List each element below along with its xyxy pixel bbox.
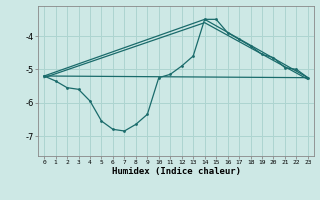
X-axis label: Humidex (Indice chaleur): Humidex (Indice chaleur) — [111, 167, 241, 176]
